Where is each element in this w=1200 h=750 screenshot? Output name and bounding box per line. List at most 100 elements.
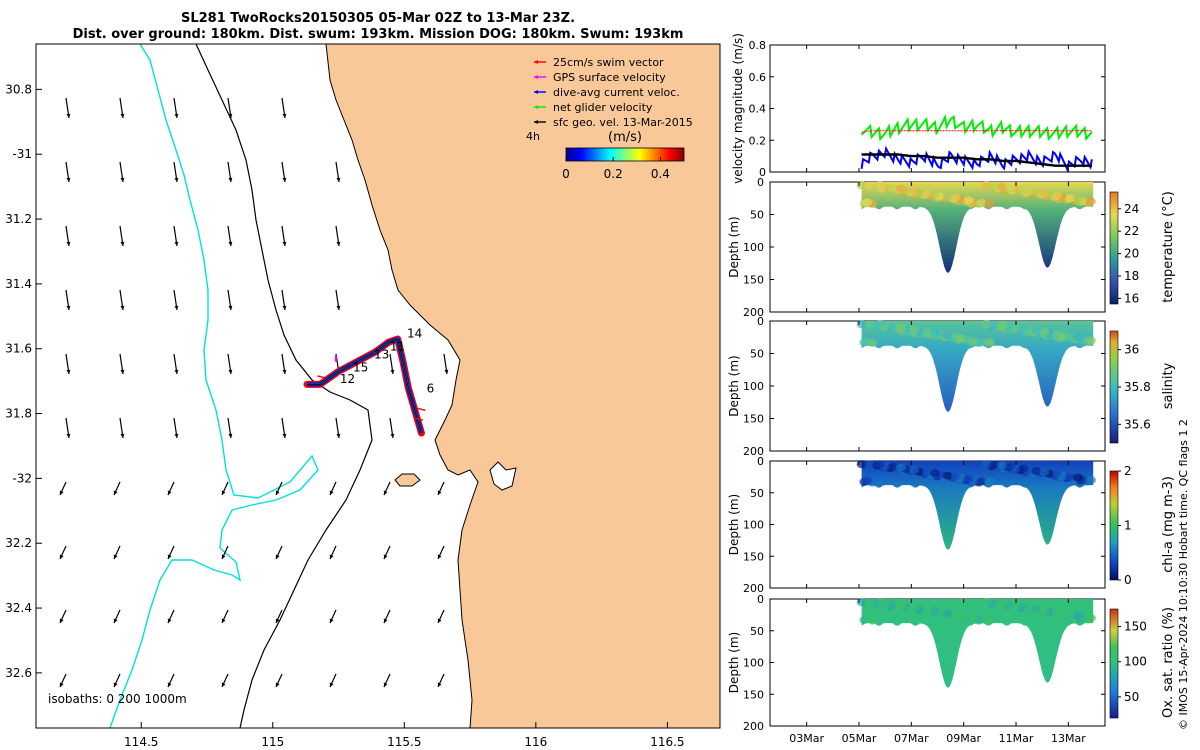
section-texture [1031,327,1042,336]
section-texture [1018,185,1029,194]
sfc-vel-arrowhead [174,241,179,246]
sfc-vel-arrowhead [329,682,334,687]
section-texture [1065,610,1076,619]
section-texture [888,600,899,609]
section-texture [950,610,961,619]
section-texture [1039,467,1050,476]
map-ytick-label: 31.8 [5,407,32,421]
map-ytick-label: -31 [12,147,32,161]
panel-chl-a: 0 50 100 150 200 Depth (m) 0 1 2 chl-a (mg m-3) [727,455,1176,595]
section-texture [997,599,1008,608]
legend-label-1: GPS surface velocity [553,71,666,84]
map-ytick-label: 30.8 [5,82,32,96]
sfc-vel-arrowhead [282,305,287,310]
sfc-vel-arrowhead [174,177,179,182]
cb-tick-label: 1 [1124,519,1132,533]
section-texture [1005,600,1016,609]
sfc-vel-arrowhead [221,618,226,623]
depth-tick-label: 150 [743,550,764,563]
time-tick-label: 05Mar [842,732,877,745]
panel-velocity: 0 0.2 0.4 0.6 0.8 velocity magnitude (m/s) [731,33,1106,184]
rottnest-island [394,473,421,487]
map-ytick-label: 32.4 [5,601,32,615]
section-fill [861,599,1094,688]
colorbar-oxygen [1109,608,1119,719]
depth-tick-label: 100 [743,657,764,670]
depth-tick-label: 200 [743,582,764,595]
sfc-vel-arrowhead [383,490,388,495]
time-series-panels: 0 0.2 0.4 0.6 0.8 velocity magnitude (m/s) 0 50… [727,33,1176,745]
sfc-vel-arrowhead [228,369,233,374]
section-texture [862,614,873,623]
sfc-vel-arrowhead [66,113,71,118]
cb-tick-label: 36 [1124,343,1139,357]
speed-cb-tick-label: 0.4 [651,167,670,181]
sfc-vel-arrowhead [437,490,442,495]
section-texture [1005,462,1016,471]
time-tick-label: 07Mar [894,732,929,745]
section-texture [989,460,1000,469]
sfc-vel-arrowhead [66,433,71,438]
section-texture [921,189,932,198]
cb-tick-label: 18 [1124,269,1139,283]
swim-arrow [417,407,426,411]
map-xtick-label: 116.5 [650,735,684,749]
cb-tick-label: 150 [1124,620,1147,634]
section-texture [1031,467,1042,476]
depth-ylabel: Depth (m) [727,632,741,693]
section-texture [888,462,899,471]
section-texture [981,598,992,607]
section-texture [864,181,875,190]
depth-tick-label: 100 [743,241,764,254]
section-texture [1072,333,1083,342]
section-texture [950,472,961,481]
section-texture [864,460,875,469]
cb-tick-label: 16 [1124,291,1139,305]
section-texture [1005,322,1016,331]
sfc-vel-arrowhead [113,618,118,623]
section-texture [989,320,1000,329]
sfc-vel-arrowhead [120,241,125,246]
section-texture [875,181,886,190]
section-texture [1052,330,1063,339]
section-texture [963,474,974,483]
sfc-vel-arrowhead [66,305,71,310]
panel-salinity: 0 50 100 150 200 Depth (m) 35.6 35.8 36 salinity [727,315,1176,458]
section-texture [981,181,992,190]
section-texture [929,469,940,478]
track-day-label: 12 [340,372,355,386]
legend-label-0: 25cm/s swim vector [553,56,664,69]
vel-ytick-label: 0.4 [749,103,767,116]
map-ytick-label: 32.6 [5,666,32,680]
section-texture [963,335,974,344]
cb-tick-label: 20 [1124,247,1139,261]
section-texture [984,338,995,347]
sfc-vel-arrowhead [383,682,388,687]
sfc-vel-arrowhead [336,433,341,438]
section-texture [875,460,886,469]
series-line-2 [861,153,1092,167]
section-texture [895,323,906,332]
section-texture [1072,611,1083,620]
map-ytick-label: -32 [12,471,32,485]
sfc-vel-arrowhead [120,369,125,374]
section-texture [997,321,1008,330]
sfc-vel-arrowhead [167,490,172,495]
sfc-vel-arrowhead [329,554,334,559]
section-texture [908,326,919,335]
speed-colorbar-ramp [565,147,685,162]
section-texture [921,606,932,615]
panel-oxygen: 0 50 100 150 200 Depth (m) 50 100 150 Ox. sat. ra… [727,593,1176,745]
time-tick-label: 11Mar [999,732,1034,745]
depth-tick-label: 50 [750,348,764,361]
sfc-vel-arrowhead [66,177,71,182]
isobath-200m [195,44,373,728]
section-texture [1039,189,1050,198]
panel-temperature: 0 50 100 150 200 Depth (m) 16 18 20 22 24 temperatu… [727,176,1176,319]
section-texture [1052,608,1063,617]
track-day-label: 11 [390,339,405,353]
sfc-vel-arrowhead [437,618,442,623]
colorbar-temperature [1109,191,1119,305]
